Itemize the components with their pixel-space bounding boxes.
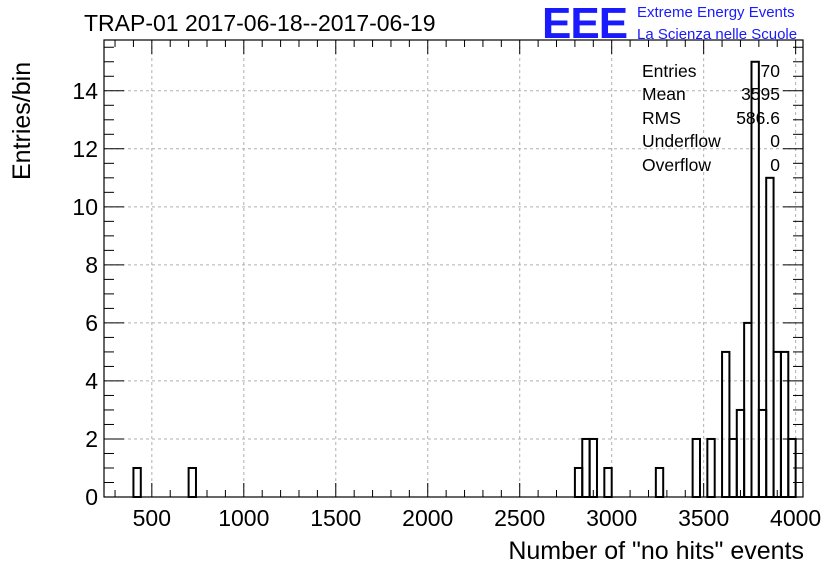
y-tick-label: 14 — [72, 78, 98, 104]
y-tick-label: 2 — [85, 426, 98, 452]
stats-label: Mean — [642, 84, 686, 105]
y-tick-label: 6 — [85, 310, 98, 336]
histogram-bin — [654, 466, 665, 499]
histogram-bin — [581, 437, 591, 499]
y-tick-label: 4 — [85, 368, 98, 394]
histogram-bin — [691, 437, 701, 499]
stats-label: Overflow — [642, 154, 712, 175]
y-tick-label: 10 — [72, 194, 98, 220]
histogram-bin — [132, 466, 142, 499]
stats-label: RMS — [642, 107, 681, 128]
x-tick-label: 1500 — [310, 505, 361, 531]
axes — [103, 39, 804, 498]
stats-box: Entries 70 Mean 3595 RMS 586.6 Underflow… — [642, 60, 780, 177]
histogram-bin — [735, 408, 746, 499]
histogram-bin — [743, 321, 753, 498]
x-tick-label: 500 — [133, 505, 171, 531]
stats-row-underflow: Underflow 0 — [642, 130, 780, 153]
x-tick-label: 1000 — [218, 505, 269, 531]
y-tick-label: 0 — [85, 484, 98, 510]
histogram-bin — [721, 350, 731, 498]
stats-value: 586.6 — [736, 107, 780, 128]
stats-value: 0 — [770, 131, 780, 152]
logo-line-1: Extreme Energy Events — [637, 4, 795, 21]
histogram-bin — [765, 176, 775, 498]
x-tick-label: 2500 — [494, 505, 545, 531]
plot-frame — [103, 39, 804, 498]
x-tick-label: 3000 — [586, 505, 637, 531]
x-tick-label: 4000 — [770, 505, 821, 531]
stats-value: 70 — [760, 61, 780, 81]
histogram-bin — [772, 350, 782, 498]
logo-line-2: La Scienza nelle Scuole — [637, 26, 798, 43]
y-tick-label: 12 — [72, 136, 98, 162]
histogram-bin — [728, 437, 738, 499]
histogram-bin — [757, 408, 768, 499]
logo-mark: EEE — [542, 0, 628, 48]
stats-row-entries: Entries 70 — [642, 60, 780, 83]
stats-row-mean: Mean 3595 — [642, 83, 780, 106]
x-axis-label: Number of "no hits" events — [508, 537, 804, 565]
stats-row-overflow: Overflow 0 — [642, 154, 780, 177]
histogram-bin — [187, 466, 197, 499]
grid — [104, 40, 803, 497]
histogram-bin — [603, 466, 613, 499]
histogram-bin — [573, 466, 584, 499]
histogram-bin — [706, 437, 716, 499]
histogram-bin — [588, 437, 598, 499]
stats-value: 0 — [770, 154, 780, 175]
stats-label: Underflow — [642, 131, 721, 152]
x-tick-label: 3500 — [678, 505, 729, 531]
stats-row-rms: RMS 586.6 — [642, 107, 780, 130]
plot-title: TRAP-01 2017-06-18--2017-06-19 — [84, 10, 436, 36]
tick-labels: 500 1000 1500 2000 2500 3000 3500 4000 0 2 4 6 8 10 12… — [72, 78, 821, 531]
stats-label: Entries — [642, 61, 697, 81]
y-tick-label: 8 — [85, 252, 98, 278]
x-tick-label: 2000 — [402, 505, 453, 531]
stats-value: 3595 — [741, 84, 780, 105]
histogram-bin — [779, 350, 790, 498]
